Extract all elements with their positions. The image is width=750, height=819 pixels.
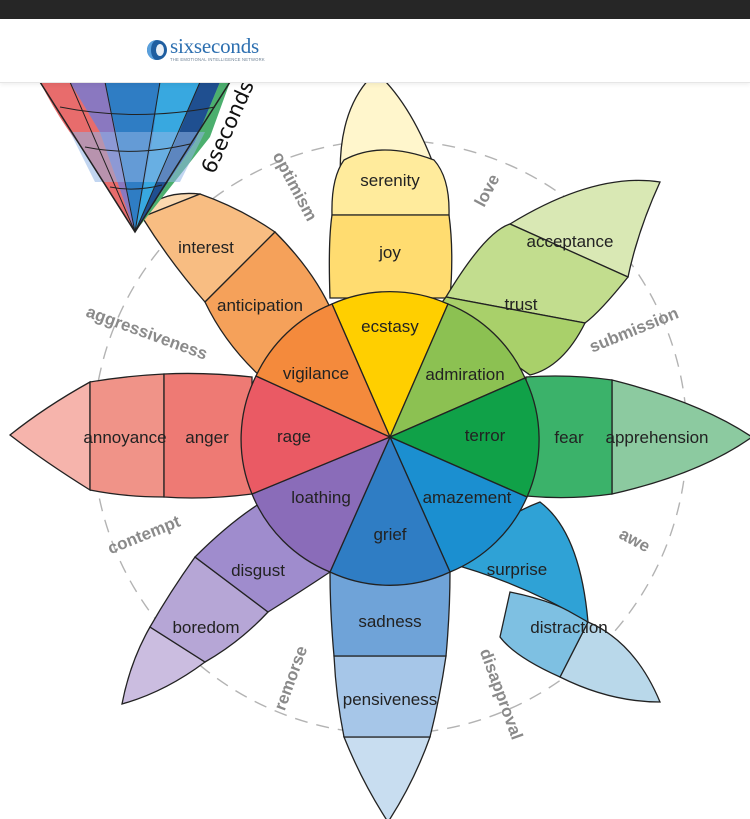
- petal-anger: [8, 372, 253, 499]
- emotion-apprehension: apprehension: [605, 428, 708, 447]
- dyad-disapproval: disapproval: [476, 646, 526, 742]
- emotion-terror: terror: [465, 426, 506, 445]
- emotion-amazement: amazement: [423, 488, 512, 507]
- emotion-sadness: sadness: [358, 612, 421, 631]
- inner-wheel: [240, 291, 540, 586]
- emotion-trust: trust: [504, 295, 537, 314]
- petal-sadness: [329, 571, 451, 819]
- emotion-admiration: admiration: [425, 365, 504, 384]
- emotion-pensiveness: pensiveness: [343, 690, 438, 709]
- emotion-fear: fear: [554, 428, 584, 447]
- emotion-annoyance: annoyance: [83, 428, 166, 447]
- petal-joy: [328, 82, 453, 299]
- top-bar: [0, 0, 750, 19]
- emotion-anger: anger: [185, 428, 229, 447]
- emotion-serenity: serenity: [360, 171, 420, 190]
- logo-wordmark: sixseconds THE EMOTIONAL INTELLIGENCE NE…: [170, 33, 265, 62]
- emotion-ecstasy: ecstasy: [361, 317, 419, 336]
- emotion-grief: grief: [373, 525, 406, 544]
- emotion-disgust: disgust: [231, 561, 285, 580]
- logo-name-six: six: [170, 33, 194, 58]
- emotion-distraction: distraction: [530, 618, 607, 637]
- emotion-wheel: optimism love submission awe disapproval…: [0, 82, 750, 819]
- site-header: sixseconds THE EMOTIONAL INTELLIGENCE NE…: [0, 19, 750, 83]
- petal-surprise: [443, 501, 661, 703]
- dyad-awe: awe: [616, 524, 653, 556]
- sixseconds-logo[interactable]: sixseconds THE EMOTIONAL INTELLIGENCE NE…: [146, 35, 265, 63]
- emotion-rage: rage: [277, 427, 311, 446]
- emotion-anticipation: anticipation: [217, 296, 303, 315]
- emotion-acceptance: acceptance: [527, 232, 614, 251]
- emotion-vigilance: vigilance: [283, 364, 349, 383]
- dyad-love: love: [471, 171, 504, 210]
- dyad-contempt: contempt: [105, 512, 183, 558]
- emotion-joy: joy: [378, 243, 401, 262]
- emotion-loathing: loathing: [291, 488, 351, 507]
- petal-fear: [525, 375, 750, 499]
- logo-mark-icon: [147, 40, 167, 60]
- emotion-labels: serenity joy ecstasy acceptance trust ad…: [83, 171, 708, 709]
- emotion-surprise: surprise: [487, 560, 547, 579]
- emotion-boredom: boredom: [172, 618, 239, 637]
- logo-name-seconds: seconds: [193, 33, 260, 58]
- dyad-aggressiveness: aggressiveness: [84, 302, 210, 363]
- dyad-remorse: remorse: [270, 643, 311, 713]
- dyad-optimism: optimism: [269, 149, 321, 225]
- dyad-submission: submission: [587, 303, 682, 356]
- petal-disgust: [121, 501, 332, 705]
- logo-tagline: THE EMOTIONAL INTELLIGENCE NETWORK: [170, 56, 265, 62]
- balloon-graphic: [39, 82, 231, 234]
- emotion-interest: interest: [178, 238, 234, 257]
